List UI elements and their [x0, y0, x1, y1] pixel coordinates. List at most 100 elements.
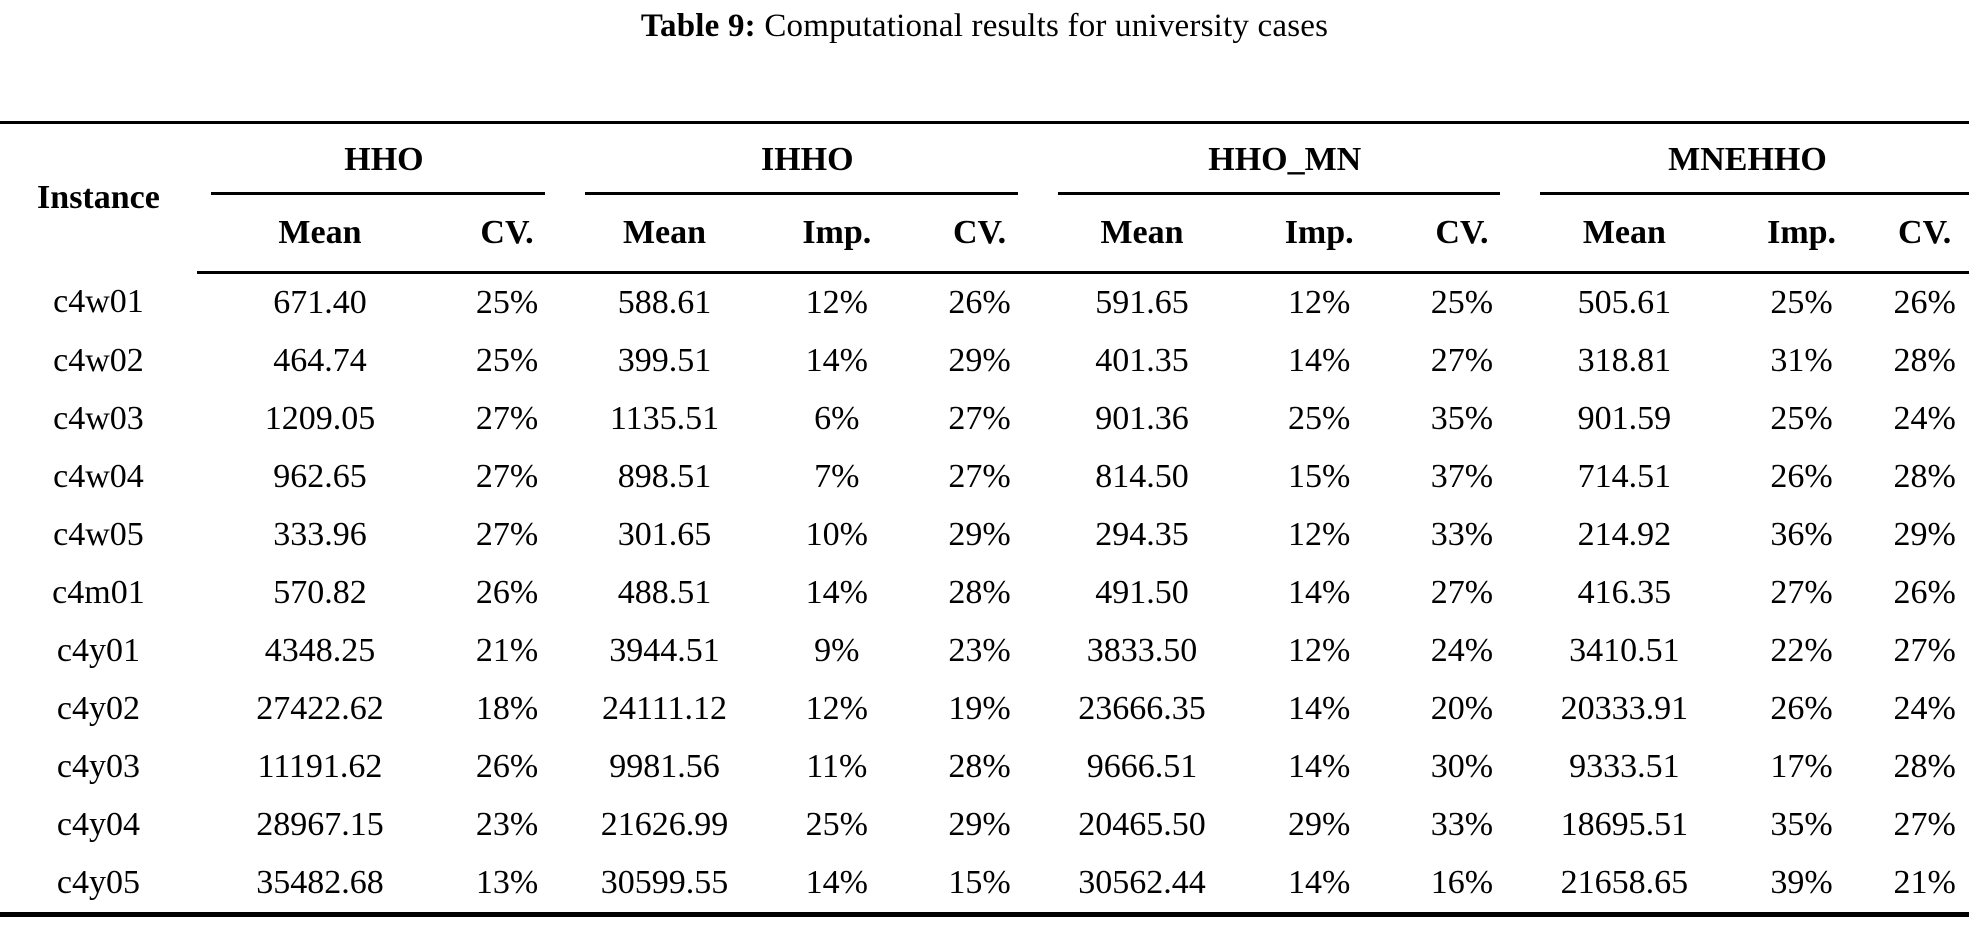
value-cell: 26%: [1770, 458, 1833, 495]
group-header-ihho: IHHO: [571, 123, 1044, 195]
value-cell: 17%: [1770, 748, 1833, 785]
group-header-hho: HHO: [197, 123, 571, 195]
value-cell: 12%: [1288, 284, 1351, 321]
value-cell: 25%: [475, 284, 539, 321]
cmidrule-hho: [210, 192, 545, 195]
subheader-ihho-imp: Imp.: [758, 195, 916, 274]
value-cell: 488.51: [617, 574, 712, 611]
value-cell: 21%: [475, 632, 539, 669]
value-cell: 37%: [1430, 458, 1494, 495]
value-cell: 9333.51: [1569, 748, 1680, 785]
value-cell: 9%: [814, 632, 860, 669]
value-cell: 23%: [475, 806, 539, 843]
group-header-hho-label: HHO: [344, 140, 424, 178]
cmidrule-ihho: [585, 192, 1018, 195]
value-cell: 26%: [948, 284, 1011, 321]
value-cell: 6%: [814, 400, 860, 437]
cmidrule-mnehho: [1539, 192, 1969, 195]
sub-header-row: Mean CV. Mean Imp. CV. Mean Imp. CV. Mea…: [0, 195, 1969, 274]
table-row: c4w01 671.40 25% 588.61 12% 26% 591.65 12% 25% 50…: [0, 273, 1969, 333]
value-cell: 11191.62: [257, 748, 383, 785]
value-cell: 33%: [1430, 516, 1494, 553]
cmidrule-hho-mn: [1057, 192, 1500, 195]
value-cell: 301.65: [617, 516, 712, 553]
table-caption-text: Computational results for university cas…: [764, 8, 1329, 44]
value-cell: 36%: [1770, 516, 1833, 553]
value-cell: 19%: [948, 690, 1011, 727]
subheader-hho-cv: CV.: [443, 195, 571, 274]
value-cell: 9981.56: [609, 748, 720, 785]
value-cell: 22%: [1770, 632, 1833, 669]
value-cell: 24%: [1893, 400, 1956, 437]
value-cell: 1135.51: [609, 400, 720, 437]
value-cell: 464.74: [273, 342, 367, 379]
instance-cell: c4y03: [56, 748, 140, 785]
value-cell: 3410.51: [1569, 632, 1680, 669]
value-cell: 25%: [805, 806, 868, 843]
value-cell: 27%: [1893, 806, 1956, 843]
value-cell: 12%: [1288, 632, 1351, 669]
value-cell: 27%: [475, 458, 539, 495]
value-cell: 27%: [1893, 632, 1956, 669]
value-cell: 901.36: [1095, 400, 1189, 437]
value-cell: 33%: [1430, 806, 1494, 843]
value-cell: 14%: [1288, 864, 1351, 901]
value-cell: 3833.50: [1086, 632, 1198, 669]
value-cell: 27422.62: [256, 690, 384, 727]
value-cell: 814.50: [1095, 458, 1189, 495]
value-cell: 35482.68: [256, 864, 384, 901]
value-cell: 39%: [1770, 864, 1833, 901]
value-cell: 401.35: [1095, 342, 1189, 379]
value-cell: 30%: [1430, 748, 1494, 785]
value-cell: 28%: [1893, 458, 1956, 495]
value-cell: 29%: [948, 806, 1011, 843]
subheader-hho-mn-imp: Imp.: [1240, 195, 1398, 274]
value-cell: 26%: [1893, 284, 1956, 321]
table-row: c4y04 28967.15 23% 21626.99 25% 29% 20465.50 29…: [0, 796, 1969, 854]
value-cell: 898.51: [617, 458, 712, 495]
value-cell: 12%: [805, 284, 868, 321]
value-cell: 13%: [475, 864, 539, 901]
value-cell: 21658.65: [1560, 864, 1689, 901]
value-cell: 14%: [1288, 748, 1351, 785]
instance-cell: c4w01: [53, 283, 144, 321]
value-cell: 29%: [948, 342, 1011, 379]
instance-cell: c4y02: [56, 690, 140, 727]
value-cell: 29%: [1288, 806, 1351, 843]
value-cell: 505.61: [1577, 284, 1672, 321]
group-header-hho-mn-label: HHO_MN: [1208, 140, 1362, 178]
value-cell: 24111.12: [602, 690, 728, 727]
value-cell: 30599.55: [600, 864, 729, 901]
group-header-mnehho: MNEHHO: [1526, 123, 1969, 195]
value-cell: 23666.35: [1078, 690, 1206, 727]
value-cell: 28967.15: [256, 806, 384, 843]
value-cell: 20465.50: [1078, 806, 1206, 843]
value-cell: 25%: [475, 342, 539, 379]
value-cell: 25%: [1770, 284, 1833, 321]
value-cell: 24%: [1893, 690, 1956, 727]
value-cell: 591.65: [1095, 284, 1189, 321]
value-cell: 318.81: [1577, 342, 1672, 379]
value-cell: 333.96: [273, 516, 367, 553]
value-cell: 671.40: [273, 284, 367, 321]
subheader-mnehho-mean: Mean: [1525, 195, 1723, 274]
value-cell: 28%: [1893, 748, 1956, 785]
value-cell: 16%: [1430, 864, 1494, 901]
value-cell: 35%: [1430, 400, 1494, 437]
value-cell: 4348.25: [264, 632, 376, 669]
group-header-ihho-label: IHHO: [760, 140, 854, 178]
value-cell: 28%: [948, 748, 1011, 785]
column-header-instance: Instance: [37, 179, 160, 217]
value-cell: 1209.05: [264, 400, 376, 437]
subheader-mnehho-imp: Imp.: [1722, 195, 1881, 274]
value-cell: 491.50: [1095, 574, 1189, 611]
value-cell: 26%: [1770, 690, 1833, 727]
value-cell: 27%: [948, 458, 1011, 495]
value-cell: 3944.51: [609, 632, 720, 669]
value-cell: 24%: [1430, 632, 1494, 669]
group-header-row: Instance HHO IHHO HHO_MN MNEHHO: [0, 123, 1969, 216]
table-caption-label: Table 9:: [640, 8, 756, 44]
table-body: c4w01 671.40 25% 588.61 12% 26% 591.65 12% 25% 50…: [0, 273, 1969, 915]
value-cell: 9666.51: [1086, 748, 1198, 785]
value-cell: 27%: [948, 400, 1011, 437]
